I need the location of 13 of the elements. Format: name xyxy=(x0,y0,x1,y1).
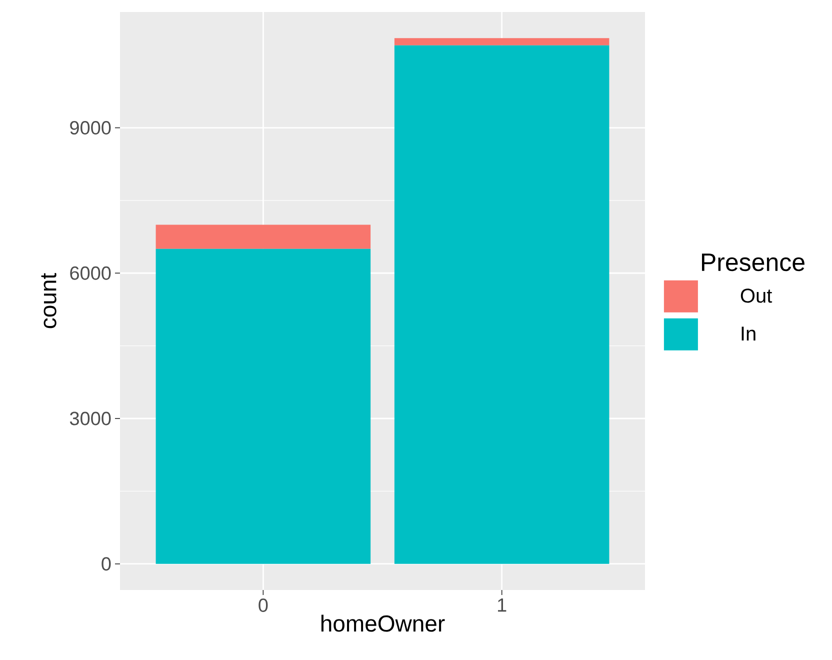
y-tick-label: 9000 xyxy=(70,121,111,135)
bar xyxy=(156,224,371,249)
legend-label: In xyxy=(742,326,756,340)
bar xyxy=(394,38,610,46)
legend-title: Presence xyxy=(702,254,804,272)
y-axis-title: count xyxy=(41,273,56,328)
y-tick-label: 6000 xyxy=(70,266,111,280)
y-tick-label: 3000 xyxy=(70,412,111,426)
x-axis-title: homeOwner xyxy=(321,614,445,632)
legend-label: Out xyxy=(740,288,772,303)
y-tick-label: 0 xyxy=(102,557,111,571)
bar xyxy=(156,248,371,564)
x-tick-label: 1 xyxy=(498,598,506,612)
